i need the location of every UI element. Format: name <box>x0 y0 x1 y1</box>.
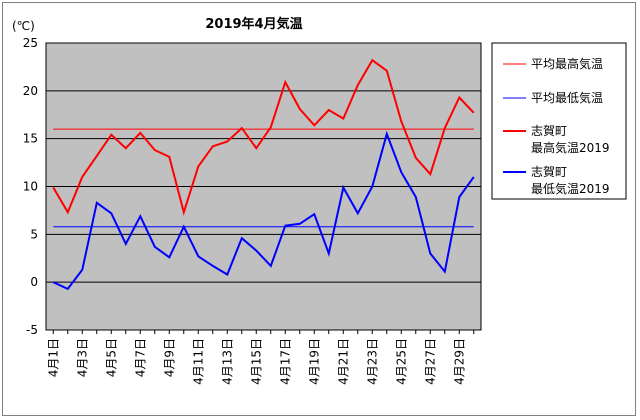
series-line-4 <box>52 130 475 291</box>
x-tick-label: 4月29日 <box>452 338 466 385</box>
y-tick-label: 5 <box>30 227 38 241</box>
series-line-3 <box>52 58 475 216</box>
axes <box>45 42 482 334</box>
x-tick-label: 4月17日 <box>278 338 292 385</box>
y-axis-unit-label: (℃) <box>12 19 35 33</box>
x-tick-label: 4月15日 <box>249 338 263 385</box>
x-tick-label: 4月23日 <box>365 338 379 385</box>
chart-title: 2019年4月気温 <box>205 16 302 32</box>
x-tick-label: 4月25日 <box>394 338 408 385</box>
legend-label: 平均最高気温 <box>531 56 603 71</box>
legend-label: 志賀町 <box>531 124 567 138</box>
legend-label: 志賀町 <box>531 165 567 179</box>
x-tick-label: 4月1日 <box>46 338 60 377</box>
x-tick-label: 4月7日 <box>133 338 147 377</box>
legend-label: 最高気温2019 <box>531 140 610 155</box>
x-tick-label: 4月9日 <box>162 338 176 377</box>
plot-border <box>45 42 482 331</box>
y-tick-label: 10 <box>23 180 38 194</box>
x-tick-label: 4月13日 <box>220 338 234 385</box>
y-tick-labels: -5 0 5 10 15 20 25 <box>23 36 38 337</box>
y-tick-label: 20 <box>23 84 38 98</box>
x-tick-label: 4月11日 <box>191 338 205 385</box>
legend-label: 平均最低気温 <box>531 90 603 105</box>
series-lines <box>52 58 475 291</box>
x-tick-label: 4月19日 <box>307 338 321 385</box>
x-tick-label: 4月3日 <box>75 338 89 377</box>
legend-label: 最低気温2019 <box>531 181 610 196</box>
y-tick-label: -5 <box>26 323 38 337</box>
x-tick-label: 4月21日 <box>336 338 350 385</box>
y-tick-label: 0 <box>30 275 38 289</box>
x-tick-label: 4月5日 <box>104 338 118 377</box>
x-tick-labels: 4月1日 4月3日 4月5日 4月7日 4月9日 4月11日 4月13日 4月15日 4月17日… <box>46 338 466 385</box>
y-tick-label: 25 <box>23 36 38 50</box>
x-tick-label: 4月27日 <box>423 338 437 385</box>
y-tick-label: 15 <box>23 132 38 146</box>
